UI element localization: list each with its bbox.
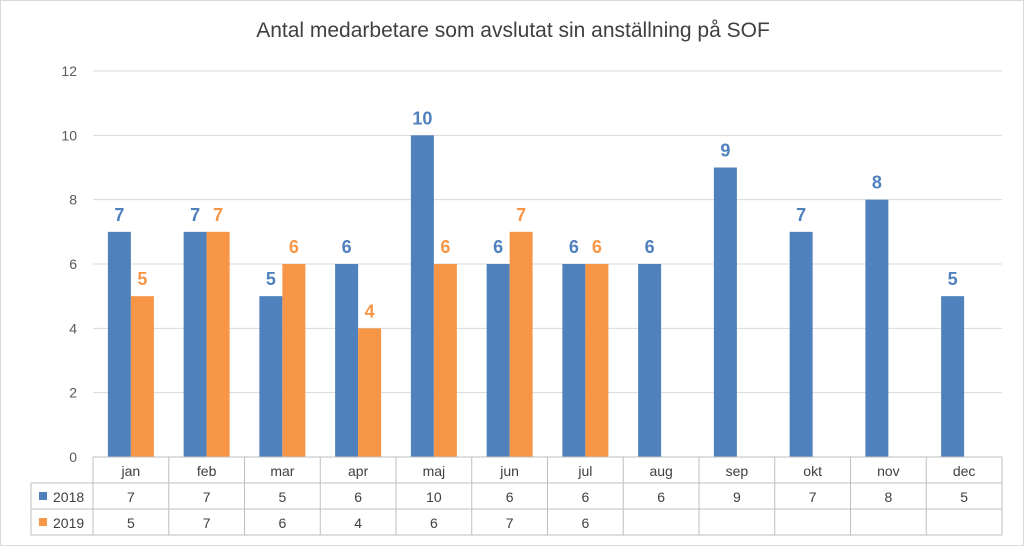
- bar-2019-apr: [358, 328, 382, 457]
- y-tick-label: 2: [69, 385, 77, 401]
- data-label-2018-dec: 5: [948, 269, 958, 289]
- x-tick-label: apr: [348, 463, 369, 479]
- bar-2018-sep: [713, 167, 737, 457]
- bar-2019-jan: [130, 296, 154, 457]
- bar-2018-okt: [789, 231, 813, 457]
- bar-2019-feb: [206, 231, 230, 457]
- x-tick-label: jul: [577, 463, 592, 479]
- data-label-2018-maj: 10: [412, 108, 432, 128]
- bar-2018-dec: [941, 296, 965, 457]
- data-label-2018-mar: 5: [266, 269, 276, 289]
- x-tick-label: dec: [953, 463, 976, 479]
- data-label-2018-jul: 6: [569, 237, 579, 257]
- data-label-2019-apr: 4: [365, 301, 375, 321]
- table-cell-2019-jun: 7: [506, 515, 514, 531]
- bar-2018-jun: [486, 264, 510, 457]
- data-label-2018-jun: 6: [493, 237, 503, 257]
- y-tick-label: 4: [69, 320, 77, 336]
- x-tick-label: jan: [121, 463, 141, 479]
- table-cell-2019-apr: 4: [354, 515, 362, 531]
- legend-label-2018: 2018: [53, 489, 84, 505]
- table-cell-2019-jan: 5: [127, 515, 135, 531]
- x-tick-label: mar: [270, 463, 294, 479]
- data-label-2019-maj: 6: [440, 237, 450, 257]
- legend-label-2019: 2019: [53, 515, 84, 531]
- bar-2018-mar: [259, 296, 283, 457]
- y-tick-label: 10: [61, 127, 77, 143]
- table-cell-2019-maj: 6: [430, 515, 438, 531]
- bar-2019-mar: [282, 264, 306, 457]
- bar-2018-jan: [107, 231, 131, 457]
- table-cell-2018-feb: 7: [203, 489, 211, 505]
- x-tick-label: okt: [803, 463, 822, 479]
- bar-2018-nov: [865, 199, 889, 457]
- x-tick-label: maj: [423, 463, 446, 479]
- data-label-2019-jul: 6: [592, 237, 602, 257]
- data-label-2018-sep: 9: [720, 141, 730, 161]
- bar-2018-jul: [562, 264, 586, 457]
- data-label-2019-jan: 5: [137, 269, 147, 289]
- table-cell-2018-jul: 6: [581, 489, 589, 505]
- bar-2018-aug: [638, 264, 662, 457]
- x-tick-label: sep: [726, 463, 749, 479]
- table-cell-2018-okt: 7: [809, 489, 817, 505]
- legend-key-2019: [39, 518, 47, 526]
- x-tick-label: nov: [877, 463, 900, 479]
- table-cell-2018-sep: 9: [733, 489, 741, 505]
- x-tick-label: jun: [499, 463, 519, 479]
- y-tick-label: 0: [69, 449, 77, 465]
- table-cell-2018-apr: 6: [354, 489, 362, 505]
- data-label-2018-okt: 7: [796, 205, 806, 225]
- bar-2018-feb: [183, 231, 207, 457]
- table-cell-2019-mar: 6: [278, 515, 286, 531]
- data-label-2018-aug: 6: [645, 237, 655, 257]
- table-cell-2018-maj: 10: [426, 489, 442, 505]
- table-cell-2019-jul: 6: [581, 515, 589, 531]
- y-tick-label: 12: [61, 63, 77, 79]
- table-cell-2018-nov: 8: [884, 489, 892, 505]
- data-label-2018-apr: 6: [342, 237, 352, 257]
- table-cell-2018-dec: 5: [960, 489, 968, 505]
- x-tick-label: feb: [197, 463, 217, 479]
- x-tick-label: aug: [649, 463, 672, 479]
- data-label-2018-feb: 7: [190, 205, 200, 225]
- bar-2019-jun: [509, 231, 533, 457]
- bar-2019-maj: [433, 264, 457, 457]
- data-label-2019-feb: 7: [213, 205, 223, 225]
- y-tick-label: 6: [69, 256, 77, 272]
- y-tick-label: 8: [69, 192, 77, 208]
- table-cell-2018-mar: 5: [278, 489, 286, 505]
- bar-2019-jul: [585, 264, 609, 457]
- legend-key-2018: [39, 492, 47, 500]
- chart-title: Antal medarbetare som avslutat sin anstä…: [256, 19, 770, 42]
- data-label-2018-jan: 7: [114, 205, 124, 225]
- bar-2018-maj: [410, 135, 434, 458]
- data-label-2019-mar: 6: [289, 237, 299, 257]
- data-label-2018-nov: 8: [872, 173, 882, 193]
- data-label-2019-jun: 7: [516, 205, 526, 225]
- table-cell-2018-aug: 6: [657, 489, 665, 505]
- bar-2018-apr: [335, 264, 359, 457]
- table-cell-2018-jun: 6: [506, 489, 514, 505]
- table-cell-2019-feb: 7: [203, 515, 211, 531]
- table-cell-2018-jan: 7: [127, 489, 135, 505]
